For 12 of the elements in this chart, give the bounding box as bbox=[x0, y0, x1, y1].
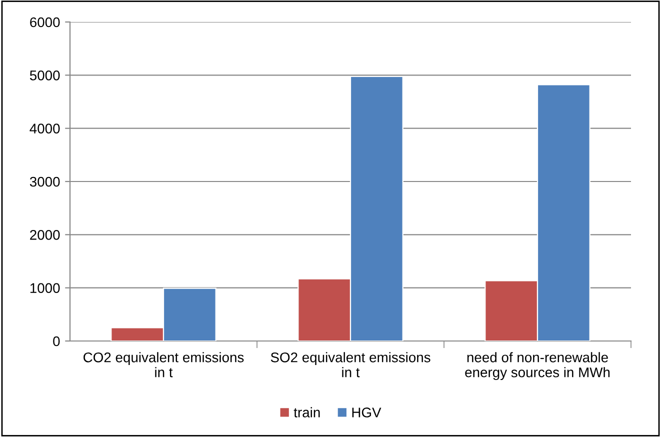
x-tick-label: need of non-renewable energy sources in MWh bbox=[465, 352, 610, 380]
y-tick-label: 2000 bbox=[30, 230, 60, 240]
y-tick-label: 3000 bbox=[30, 176, 60, 187]
x-tick-label: CO2 equivalent emissions in t bbox=[84, 352, 244, 378]
y-tick-label: 4000 bbox=[30, 124, 60, 134]
legend-label: HGV bbox=[352, 408, 382, 418]
legend-label: train bbox=[294, 407, 320, 418]
x-tick-label: SO2 equivalent emissions in t bbox=[270, 352, 430, 378]
y-tick-label: 5000 bbox=[30, 70, 60, 80]
y-tick-label: 0 bbox=[53, 336, 60, 346]
y-tick-label: 1000 bbox=[30, 283, 60, 294]
y-tick-label: 6000 bbox=[30, 17, 60, 28]
